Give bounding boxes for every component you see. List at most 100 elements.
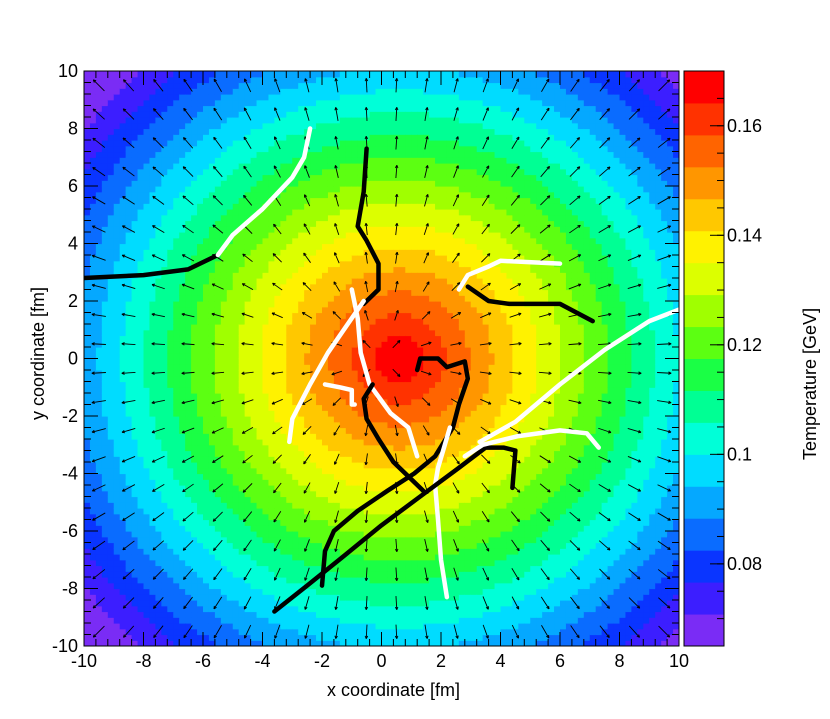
heatmap-cell: [232, 203, 240, 210]
heatmap-cell: [155, 467, 162, 475]
heatmap-cell: [131, 220, 139, 227]
heatmap-cell: [250, 209, 258, 216]
heatmap-cell: [357, 421, 365, 429]
heatmap-cell: [143, 134, 151, 141]
heatmap-cell: [84, 203, 91, 210]
heatmap-cell: [304, 381, 311, 388]
heatmap-cell: [226, 634, 234, 641]
heatmap-cell: [316, 387, 323, 394]
heatmap-cell: [89, 594, 97, 601]
heatmap-cell: [339, 295, 347, 302]
heatmap-cell: [107, 94, 115, 101]
heatmap-cell: [89, 266, 97, 273]
heatmap-cell: [292, 634, 299, 641]
heatmap-cell: [220, 94, 228, 101]
heatmap-cell: [143, 416, 151, 423]
heatmap-cell: [369, 266, 377, 273]
heatmap-cell: [161, 203, 168, 210]
heatmap-cell: [238, 496, 246, 503]
heatmap-cell: [256, 473, 264, 480]
heatmap-cell: [161, 226, 168, 233]
heatmap-cell: [113, 582, 121, 590]
heatmap-cell: [113, 473, 121, 480]
heatmap-cell: [268, 272, 275, 279]
heatmap-cell: [304, 519, 311, 526]
heatmap-cell: [107, 209, 115, 216]
heatmap-cell: [131, 542, 139, 549]
heatmap-cell: [107, 496, 115, 503]
heatmap-cell: [84, 260, 91, 268]
heatmap-cell: [262, 163, 270, 170]
heatmap-cell: [191, 186, 198, 193]
heatmap-cell: [214, 335, 222, 342]
heatmap-cell: [357, 312, 365, 319]
heatmap-cell: [369, 232, 377, 239]
heatmap-cell: [327, 174, 335, 181]
heatmap-cell: [226, 513, 234, 521]
heatmap-cell: [226, 260, 234, 268]
heatmap-cell: [238, 600, 246, 607]
heatmap-cell: [119, 105, 127, 112]
heatmap-cell: [149, 525, 156, 532]
heatmap-cell: [179, 404, 186, 411]
heatmap-cell: [119, 444, 127, 452]
heatmap-cell: [220, 312, 228, 319]
heatmap-cell: [286, 278, 293, 285]
heatmap-cell: [173, 191, 180, 199]
heatmap-cell: [351, 634, 359, 641]
heatmap-cell: [268, 490, 275, 498]
heatmap-cell: [214, 559, 222, 567]
heatmap-cell: [84, 600, 91, 607]
heatmap-cell: [203, 151, 210, 158]
heatmap-cell: [250, 295, 258, 302]
heatmap-cell: [125, 536, 133, 544]
heatmap-cell: [238, 232, 246, 239]
heatmap-cell: [143, 548, 151, 555]
heatmap-cell: [220, 531, 228, 538]
heatmap-cell: [101, 122, 109, 130]
heatmap-cell: [101, 295, 109, 302]
heatmap-cell: [208, 249, 216, 256]
heatmap-cell: [268, 312, 275, 319]
heatmap-cell: [304, 358, 311, 365]
heatmap-cell: [256, 410, 264, 417]
heatmap-cell: [357, 462, 365, 469]
heatmap-cell: [119, 301, 127, 308]
heatmap-cell: [113, 128, 121, 135]
heatmap-cell: [220, 163, 228, 170]
heatmap-cell: [226, 559, 234, 567]
heatmap-cell: [327, 128, 335, 135]
heatmap-cell: [203, 168, 210, 176]
heatmap-cell: [375, 519, 383, 526]
heatmap-cell: [149, 88, 156, 95]
heatmap-cell: [173, 99, 180, 107]
heatmap-cell: [119, 508, 127, 515]
heatmap-cell: [322, 134, 329, 141]
heatmap-cell: [333, 117, 341, 124]
heatmap-cell: [179, 134, 186, 141]
heatmap-cell: [274, 329, 281, 337]
heatmap-cell: [155, 588, 162, 595]
heatmap-cell: [286, 548, 293, 555]
heatmap-cell: [286, 559, 293, 567]
heatmap-cell: [333, 232, 341, 239]
heatmap-cell: [173, 203, 180, 210]
heatmap-cell: [322, 295, 329, 302]
heatmap-cell: [173, 479, 180, 486]
heatmap-cell: [322, 508, 329, 515]
heatmap-cell: [351, 324, 359, 331]
heatmap-cell: [143, 174, 151, 181]
heatmap-cell: [304, 577, 311, 584]
heatmap-cell: [339, 255, 347, 262]
heatmap-cell: [333, 180, 341, 187]
heatmap-cell: [286, 82, 293, 89]
heatmap-cell: [262, 88, 270, 95]
heatmap-cell: [333, 536, 341, 544]
heatmap-cell: [268, 427, 275, 434]
heatmap-cell: [232, 427, 240, 434]
heatmap-cell: [173, 163, 180, 170]
heatmap-cell: [250, 594, 258, 601]
heatmap-cell: [119, 335, 127, 342]
heatmap-cell: [232, 531, 240, 538]
heatmap-cell: [191, 628, 198, 636]
